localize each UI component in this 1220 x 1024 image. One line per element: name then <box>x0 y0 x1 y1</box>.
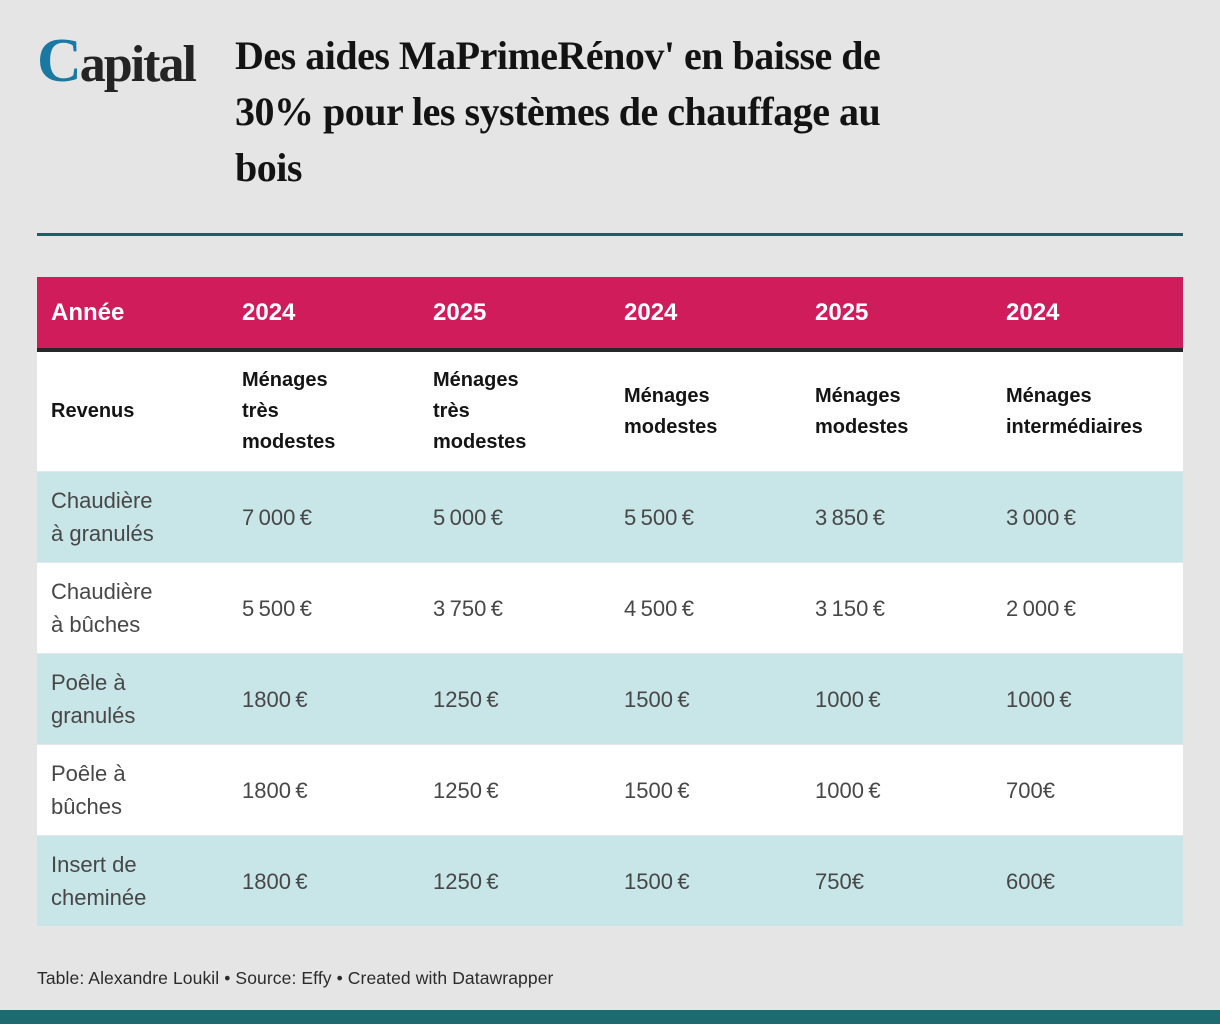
title-divider <box>37 233 1183 236</box>
income-header-col-5: Ménages intermédiaires <box>1006 384 1143 438</box>
year-header-col-5: 2024 <box>1006 298 1060 326</box>
year-header-col-4: 2025 <box>815 298 869 326</box>
row-value: 1500 € <box>624 686 690 712</box>
row-value: 1250 € <box>433 777 499 803</box>
row-value: 1250 € <box>433 686 499 712</box>
year-header-label: Année <box>51 298 125 326</box>
row-value: 5 500 € <box>624 504 694 530</box>
row-value: 1000 € <box>1006 686 1072 712</box>
page-title: Des aides MaPrimeRénov' en baisse de 30%… <box>235 28 881 196</box>
income-header-label: Revenus <box>51 400 135 422</box>
table-row-insert-cheminee: Insert de cheminée 1800 € 1250 € 1500 € … <box>37 835 1183 926</box>
income-header-col-4: Ménages modestes <box>815 384 909 438</box>
row-value: 5 500 € <box>242 595 312 621</box>
row-value: 1500 € <box>624 868 690 894</box>
row-value: 750€ <box>815 868 864 894</box>
row-label: Chaudière à granulés <box>51 488 154 546</box>
income-header-col-1: Ménages très modestes <box>242 369 336 453</box>
table-row-chaudiere-granules: Chaudière à granulés 7 000 € 5 000 € 5 5… <box>37 471 1183 562</box>
income-header-col-3: Ménages modestes <box>624 384 718 438</box>
title-line-1: Des aides MaPrimeRénov' en baisse de <box>235 33 881 78</box>
table-row-chaudiere-buches: Chaudière à bûches 5 500 € 3 750 € 4 500… <box>37 562 1183 653</box>
row-value: 1000 € <box>815 777 881 803</box>
capital-logo-text: apital <box>79 36 197 93</box>
row-value: 2 000 € <box>1006 595 1076 621</box>
table-row-poele-granules: Poêle à granulés 1800 € 1250 € 1500 € 10… <box>37 653 1183 744</box>
capital-logo-c: C <box>37 27 82 95</box>
row-value: 4 500 € <box>624 595 694 621</box>
income-header-col-2: Ménages très modestes <box>433 369 527 453</box>
title-line-2: 30% pour les systèmes de chauffage au <box>235 89 881 134</box>
row-label: Chaudière à bûches <box>51 579 153 637</box>
row-label: Insert de cheminée <box>51 852 147 910</box>
row-value: 7 000 € <box>242 504 312 530</box>
row-value: 1000 € <box>815 686 881 712</box>
table-header-year-row: Année 2024 2025 2024 2025 2024 <box>37 277 1183 352</box>
year-header-col-1: 2024 <box>242 298 296 326</box>
row-value: 1800 € <box>242 686 308 712</box>
year-header-col-2: 2025 <box>433 298 487 326</box>
bottom-accent-bar <box>0 1010 1220 1024</box>
table-credit: Table: Alexandre Loukil • Source: Effy •… <box>37 968 554 988</box>
row-label: Poêle à granulés <box>51 670 136 728</box>
year-header-col-3: 2024 <box>624 298 678 326</box>
row-value: 1800 € <box>242 777 308 803</box>
row-value: 3 850 € <box>815 504 885 530</box>
row-value: 3 750 € <box>433 595 503 621</box>
row-value: 3 000 € <box>1006 504 1076 530</box>
aid-amounts-table: Année 2024 2025 2024 2025 2024 Revenus M… <box>37 277 1183 926</box>
capital-logo: Capital <box>37 27 197 95</box>
row-value: 600€ <box>1006 868 1055 894</box>
table-row-poele-buches: Poêle à bûches 1800 € 1250 € 1500 € 1000… <box>37 744 1183 835</box>
row-value: 1800 € <box>242 868 308 894</box>
row-value: 1250 € <box>433 868 499 894</box>
table-header-income-row: Revenus Ménages très modestes Ménages tr… <box>37 352 1183 471</box>
row-value: 1500 € <box>624 777 690 803</box>
row-value: 3 150 € <box>815 595 885 621</box>
row-value: 700€ <box>1006 777 1055 803</box>
row-label: Poêle à bûches <box>51 761 126 819</box>
title-line-3: bois <box>235 145 302 190</box>
row-value: 5 000 € <box>433 504 503 530</box>
